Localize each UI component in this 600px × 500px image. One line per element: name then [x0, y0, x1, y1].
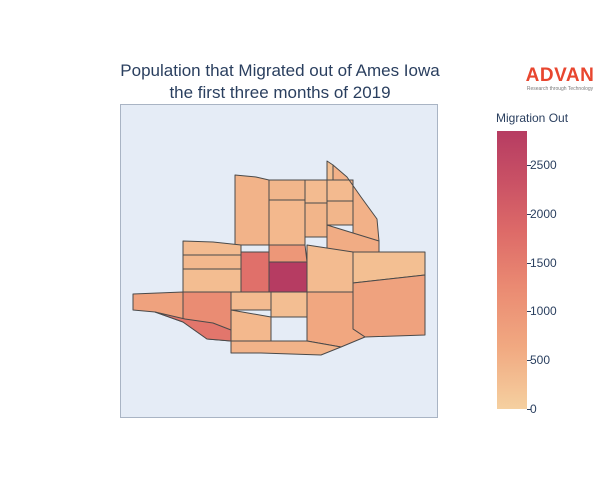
map-title-line-1: Population that Migrated out of Ames Iow… — [120, 61, 440, 80]
map-title: Population that Migrated out of Ames Iow… — [70, 60, 490, 104]
colorbar-tick-mark — [527, 263, 531, 264]
colorbar-tick-label: 2500 — [530, 158, 557, 172]
logo-tagline: Research through Technology — [526, 86, 594, 92]
colorbar-tick-mark — [527, 409, 531, 410]
map-region-tract-north-3[interactable] — [326, 160, 334, 181]
map-region-tract-southeast[interactable] — [352, 274, 426, 338]
colorbar-tick-mark — [527, 311, 531, 312]
colorbar-tick-label: 1000 — [530, 304, 557, 318]
colorbar-tick-label: 2000 — [530, 207, 557, 221]
map-region-tract-center-right[interactable] — [268, 244, 308, 263]
map-region-tract-south-center-3[interactable] — [230, 309, 272, 342]
colorbar-tick-label: 0 — [530, 402, 537, 416]
map-region-tract-west-3[interactable] — [182, 254, 242, 270]
colorbar-tick-mark — [527, 360, 531, 361]
map-region-tract-north-4[interactable] — [326, 179, 354, 202]
colorbar-tick-mark — [527, 165, 531, 166]
advan-logo: ADVAN Research through Technology — [520, 65, 600, 93]
logo-wordmark: ADVAN — [525, 65, 595, 86]
map-region-tract-mid-3[interactable] — [326, 200, 354, 226]
map-region-tract-west-2[interactable] — [182, 268, 242, 293]
colorbar-title: Migration Out — [496, 111, 569, 125]
map-region-tract-center-left[interactable] — [240, 251, 270, 293]
map-region-tract-north-2[interactable] — [304, 179, 328, 204]
colorbar-tick-mark — [527, 214, 531, 215]
colorbar-tick-label: 1500 — [530, 256, 557, 270]
map-region-tract-mid-2[interactable] — [304, 202, 328, 238]
map-region-tract-center-peak[interactable] — [268, 261, 308, 293]
colorbar-tick-label: 500 — [530, 353, 551, 367]
map-title-line-2: the first three months of 2019 — [169, 83, 391, 102]
map-region-tract-far-nw[interactable] — [234, 174, 270, 246]
map-region-tract-east-small[interactable] — [230, 340, 342, 356]
map-region-tract-south-center-1[interactable] — [230, 291, 272, 311]
map-region-tract-east-upper[interactable] — [306, 244, 354, 293]
colorbar — [497, 131, 527, 409]
map-region-tract-north-1[interactable] — [268, 179, 306, 201]
map-region-tract-south-center-2[interactable] — [270, 291, 308, 318]
map-region-tract-mid-1[interactable] — [268, 199, 306, 246]
choropleth-map[interactable] — [121, 105, 439, 419]
map-panel[interactable] — [120, 104, 438, 418]
